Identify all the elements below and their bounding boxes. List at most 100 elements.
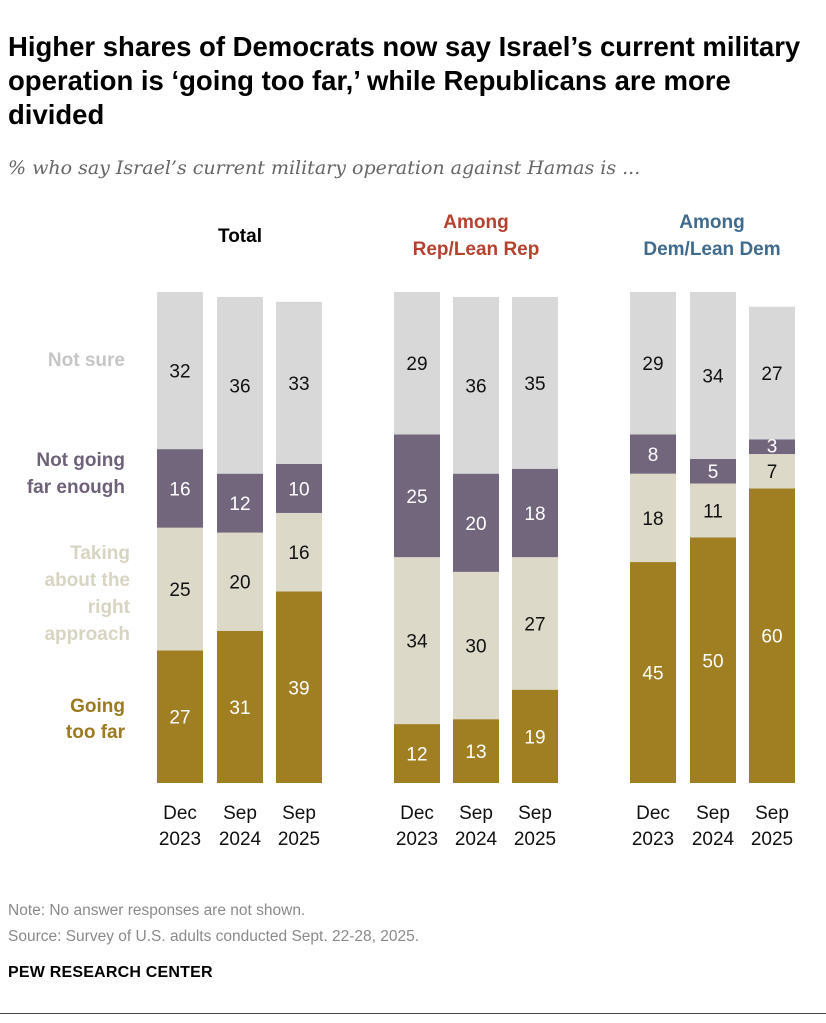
data-label: 29 <box>642 354 663 375</box>
bar-segment <box>217 473 263 533</box>
bar-segment <box>630 434 676 474</box>
bar-segment <box>276 301 322 464</box>
bar-segment <box>157 527 203 651</box>
data-label: 36 <box>465 376 486 397</box>
data-label: 19 <box>524 727 545 748</box>
bar-segment <box>630 292 676 435</box>
legend-label: Not sure <box>48 350 125 371</box>
x-tick-label: 2025 <box>278 829 320 850</box>
bar-segment <box>217 532 263 631</box>
data-label: 18 <box>642 509 663 530</box>
bar-segment <box>453 571 499 720</box>
x-tick-label: Dec <box>400 803 434 824</box>
bar-segment <box>749 439 795 455</box>
x-tick-label: Sep <box>459 803 493 824</box>
bar-segment <box>276 512 322 592</box>
bar-segment <box>630 562 676 783</box>
data-label: 5 <box>708 462 719 483</box>
bar-segment <box>453 296 499 474</box>
data-label: 25 <box>406 487 427 508</box>
x-tick-label: Dec <box>163 803 197 824</box>
source: Source: Survey of U.S. adults conducted … <box>8 928 419 945</box>
x-tick-label: Sep <box>223 803 257 824</box>
bar-segment <box>749 306 795 440</box>
legend-label: Taking <box>70 543 130 564</box>
bar-segment <box>217 630 263 783</box>
x-tick-label: 2023 <box>396 829 438 850</box>
data-label: 50 <box>702 651 723 672</box>
chart-title: Higher shares of Democrats now say Israe… <box>8 31 801 130</box>
legend-label: Going <box>70 696 125 717</box>
data-label: 16 <box>169 479 190 500</box>
bar-segment <box>512 468 558 558</box>
x-tick-label: 2025 <box>751 829 793 850</box>
bar-segment <box>276 463 322 513</box>
panel-title: Rep/Lean Rep <box>413 239 540 260</box>
note: Note: No answer responses are not shown. <box>8 902 306 919</box>
data-label: 60 <box>761 627 782 648</box>
data-label: 18 <box>524 504 545 525</box>
panel-title: Among <box>679 212 744 233</box>
bar-segment <box>157 292 203 450</box>
bar-segment <box>394 557 440 725</box>
data-label: 35 <box>524 374 545 395</box>
data-label: 27 <box>761 364 782 385</box>
bar-segment <box>453 473 499 572</box>
data-label: 13 <box>465 742 486 763</box>
data-label: 30 <box>465 637 486 658</box>
bar-segment <box>512 689 558 783</box>
data-label: 11 <box>703 501 723 522</box>
legend-label: about the <box>45 570 131 591</box>
data-label: 34 <box>406 632 428 653</box>
data-label: 25 <box>169 580 190 601</box>
bar-segment <box>394 292 440 435</box>
bar-segment <box>630 473 676 563</box>
data-label: 8 <box>648 445 659 466</box>
data-label: 12 <box>229 494 250 515</box>
x-tick-label: 2024 <box>692 829 735 850</box>
data-label: 36 <box>229 376 250 397</box>
data-label: 39 <box>288 678 309 699</box>
data-label: 3 <box>767 437 778 458</box>
legend-label: too far <box>66 722 126 743</box>
x-tick-label: 2024 <box>455 829 498 850</box>
legend-label: approach <box>44 624 130 645</box>
x-tick-label: 2025 <box>514 829 556 850</box>
bar-segment <box>217 296 263 474</box>
data-label: 29 <box>406 354 427 375</box>
data-label: 34 <box>702 366 724 387</box>
bar-segment <box>690 483 736 538</box>
data-label: 7 <box>767 462 778 483</box>
data-label: 31 <box>229 698 250 719</box>
panel-title: Among <box>443 212 508 233</box>
panel-title: Dem/Lean Dem <box>643 239 780 260</box>
chart-subtitle: % who say Israel’s current military oper… <box>8 157 641 179</box>
data-label: 20 <box>229 573 250 594</box>
legend-label: right <box>88 597 131 618</box>
bar-segment <box>512 557 558 690</box>
pew-logo: PEW RESEARCH CENTER <box>8 964 213 981</box>
legend-label: far enough <box>27 477 125 498</box>
x-tick-label: Sep <box>518 803 552 824</box>
bar-segment <box>157 650 203 783</box>
x-tick-label: Sep <box>282 803 316 824</box>
bar-segment <box>690 458 736 484</box>
x-tick-label: Dec <box>636 803 670 824</box>
data-label: 16 <box>288 543 309 564</box>
data-label: 10 <box>288 479 309 500</box>
bar-segment <box>749 488 795 783</box>
bar-segment <box>690 292 736 459</box>
x-tick-label: Sep <box>755 803 789 824</box>
x-tick-label: 2023 <box>159 829 201 850</box>
x-tick-label: Sep <box>696 803 730 824</box>
divider <box>0 1013 826 1014</box>
data-label: 20 <box>465 514 486 535</box>
legend-label: Not going <box>36 450 125 471</box>
bar-segment <box>690 537 736 783</box>
bar-segment <box>157 449 203 528</box>
data-label: 45 <box>642 664 663 685</box>
bar-segment <box>276 591 322 783</box>
bar-segment <box>512 296 558 469</box>
x-tick-label: 2024 <box>219 829 262 850</box>
